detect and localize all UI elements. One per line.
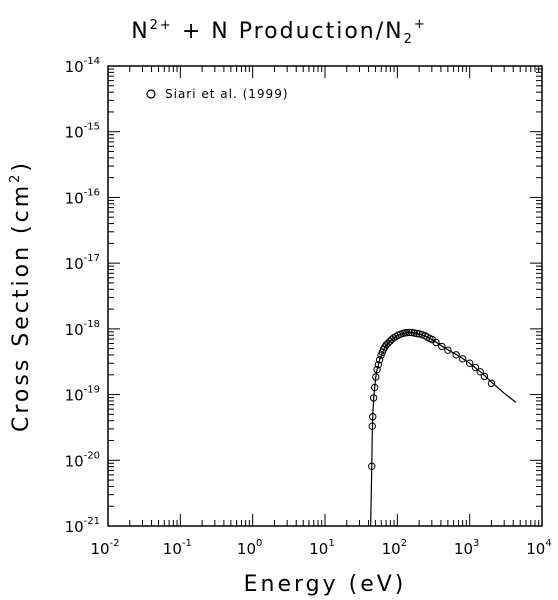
x-tick-label: 10-1 xyxy=(163,538,192,558)
y-tick-label: 10-16 xyxy=(65,187,100,207)
x-tick-label: 10-2 xyxy=(90,538,119,558)
x-axis-label: Energy (eV) xyxy=(244,572,407,597)
y-axis-label-end: ) xyxy=(9,160,34,172)
title-part2: + N Production/N xyxy=(173,19,404,44)
title-part2-sub: 2 xyxy=(404,32,414,47)
x-tick-label: 100 xyxy=(237,538,262,558)
title-part2-sup: + xyxy=(414,17,427,32)
y-axis-label-main: Cross Section (cm xyxy=(9,183,34,432)
chart-title: N2+ + N Production/N2+ xyxy=(131,17,427,47)
data-point xyxy=(370,383,379,392)
x-tick-label: 101 xyxy=(309,538,334,558)
data-point xyxy=(476,368,484,376)
data-point xyxy=(386,337,394,346)
y-tick-label: 10-18 xyxy=(65,319,100,339)
plot-frame xyxy=(107,65,543,527)
data-point xyxy=(408,328,416,337)
data-point xyxy=(373,365,381,374)
data-point xyxy=(368,422,376,430)
data-point xyxy=(369,413,377,421)
title-part1-sup: 2+ xyxy=(150,18,173,33)
data-point xyxy=(480,372,489,381)
data-point xyxy=(487,379,496,388)
y-axis-label-sup: 2 xyxy=(8,172,23,183)
data-point xyxy=(374,360,383,369)
y-tick-label: 10-14 xyxy=(65,56,100,76)
x-tick-labels: 10-2 10-1 100 101 102 103 104 xyxy=(90,538,551,558)
y-tick-label: 10-21 xyxy=(65,516,100,536)
data-point xyxy=(465,359,474,367)
data-point xyxy=(403,328,411,337)
y-tick-label: 10-20 xyxy=(65,450,100,470)
legend: Siari et al. (1999) xyxy=(146,87,289,101)
y-axis-label: Cross Section (cm2) xyxy=(8,160,34,432)
fit-line xyxy=(370,331,517,527)
data-point xyxy=(432,338,440,347)
tick-marks xyxy=(108,66,542,526)
y-tick-labels: 10-21 10-20 10-19 10-18 10-17 10-16 10-15 10-14 xyxy=(65,56,100,536)
y-tick-label: 10-17 xyxy=(65,253,100,273)
data-point xyxy=(369,394,378,402)
series-layer xyxy=(368,328,517,527)
y-tick-label: 10-19 xyxy=(65,385,100,405)
x-tick-label: 104 xyxy=(526,538,551,558)
legend-label: Siari et al. (1999) xyxy=(165,87,289,101)
x-tick-label: 103 xyxy=(454,538,479,558)
data-point xyxy=(405,328,413,337)
data-point xyxy=(452,351,460,359)
data-point xyxy=(444,346,452,354)
legend-marker-icon xyxy=(146,89,156,99)
data-point xyxy=(368,462,376,470)
data-point xyxy=(372,373,380,381)
y-tick-label: 10-15 xyxy=(65,122,100,142)
data-point xyxy=(458,355,467,363)
data-point xyxy=(375,356,384,364)
title-part1: N xyxy=(131,19,149,44)
data-point xyxy=(438,342,446,351)
x-tick-label: 102 xyxy=(382,538,407,558)
data-point xyxy=(471,363,480,372)
